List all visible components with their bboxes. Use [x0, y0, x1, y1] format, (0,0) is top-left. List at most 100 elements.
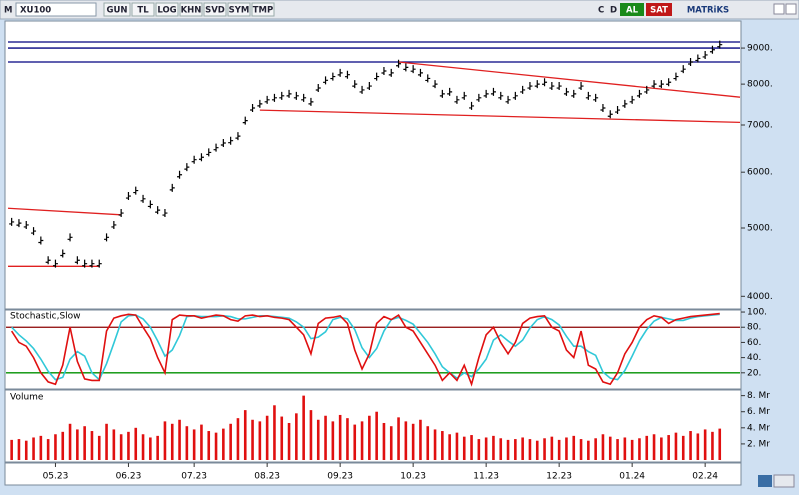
price-bar	[111, 220, 117, 229]
trend-line	[7, 207, 122, 216]
price-bar	[344, 70, 350, 79]
volume-bar	[506, 439, 510, 460]
volume-bar	[645, 435, 649, 460]
toolbar-button[interactable]	[203, 2, 227, 17]
x-tick-label: 10.23	[400, 472, 426, 482]
volume-bar	[368, 415, 371, 460]
price-bar	[644, 85, 650, 94]
price-bar	[89, 259, 95, 268]
x-tick-label: 02.24	[692, 472, 718, 482]
price-bar	[622, 99, 628, 108]
volume-bar	[68, 423, 72, 460]
volume-bar	[623, 437, 627, 460]
toolbar-button[interactable]	[131, 2, 155, 17]
toolbar-button[interactable]	[103, 2, 131, 17]
price-bar	[447, 87, 453, 96]
price-bar	[403, 63, 409, 72]
toolbar-button[interactable]	[179, 2, 203, 17]
sell-button[interactable]	[646, 3, 672, 16]
price-bar	[374, 72, 380, 81]
toolbar-button-label[interactable]: GUN	[107, 6, 128, 16]
x-tick-label: 06.23	[116, 472, 142, 482]
price-bar	[315, 83, 321, 92]
volume-bar	[572, 435, 576, 460]
price-bar	[600, 103, 606, 112]
price-bar	[330, 72, 336, 81]
volume-bar	[397, 417, 400, 460]
x-tick-label: 11.23	[473, 472, 499, 482]
volume-bar	[141, 434, 145, 460]
volume-bar	[105, 423, 108, 460]
volume-bar	[280, 416, 284, 460]
y-tick-label: 20.	[747, 368, 761, 378]
toolbar-button-label[interactable]: TMP	[253, 6, 274, 16]
price-bar	[563, 87, 569, 96]
y-tick-label: 80.	[747, 323, 761, 333]
volume-bar	[46, 439, 50, 460]
price-bar	[381, 67, 387, 76]
volume-bar	[265, 415, 269, 460]
window-btn[interactable]	[773, 3, 785, 15]
symbol-box[interactable]	[15, 2, 97, 17]
buy-button[interactable]	[620, 3, 644, 16]
volume-bar	[514, 439, 517, 460]
window-btn[interactable]	[785, 3, 797, 15]
volume-bar	[477, 439, 481, 460]
toolbar-button-label[interactable]: TL	[137, 6, 149, 16]
price-bar	[184, 163, 190, 172]
volume-bar	[557, 439, 561, 460]
scroll-btn[interactable]	[773, 474, 795, 488]
price-bar	[629, 95, 635, 104]
toolbar-button-label[interactable]: KHN	[181, 6, 202, 16]
volume-bar	[543, 438, 546, 460]
volume-bar	[426, 426, 430, 460]
volume-bar	[674, 432, 678, 460]
toolbar-button-label[interactable]: C	[598, 6, 604, 16]
price-bar	[396, 59, 402, 68]
volume-bar	[638, 438, 641, 460]
price-bar	[717, 40, 723, 49]
volume-bar	[134, 427, 138, 460]
price-bar	[162, 209, 168, 218]
volume-bar	[24, 440, 28, 460]
toolbar-button-label[interactable]: LOG	[157, 6, 176, 16]
price-bar	[366, 82, 372, 91]
toolbar-button-label[interactable]: SYM	[229, 6, 250, 16]
y-tick-label: 100.	[747, 308, 767, 318]
toolbar-button[interactable]	[227, 2, 251, 17]
price-bar	[169, 183, 175, 192]
toolbar-button-label[interactable]: SVD	[205, 6, 225, 16]
volume-bar	[667, 435, 670, 460]
volume-bar	[295, 413, 298, 460]
price-bar	[352, 80, 358, 89]
price-bar	[695, 54, 701, 63]
price-bar	[96, 259, 102, 268]
toolbar-button[interactable]	[155, 2, 179, 17]
trend-line	[259, 109, 741, 124]
menu[interactable]: M	[4, 6, 12, 16]
volume-bar	[178, 419, 181, 460]
price-bar	[155, 206, 161, 215]
volume-bar	[470, 435, 473, 460]
y-tick-label: 6. Mr	[747, 407, 770, 417]
toolbar-button-label[interactable]: D	[610, 6, 617, 16]
price-bar	[45, 256, 51, 265]
price-bar	[82, 259, 88, 268]
scroll-btn[interactable]	[758, 475, 772, 487]
volume-bar	[324, 415, 327, 460]
y-tick-label: 4. Mr	[747, 423, 770, 433]
price-bar	[228, 136, 234, 145]
buy-label[interactable]: AL	[626, 6, 639, 16]
volume-bar	[579, 439, 583, 460]
volume-bar	[528, 439, 532, 460]
price-bar	[198, 153, 204, 162]
price-bar	[542, 78, 548, 87]
toolbar-button[interactable]	[251, 2, 275, 17]
price-bar	[104, 233, 110, 242]
y-tick-label: 8. Mr	[747, 391, 770, 401]
x-tick-label: 05.23	[43, 472, 69, 482]
price-bar	[615, 106, 621, 115]
volume-bar	[433, 429, 437, 460]
symbol[interactable]: XU100	[20, 6, 51, 16]
sell-label[interactable]: SAT	[650, 6, 668, 16]
